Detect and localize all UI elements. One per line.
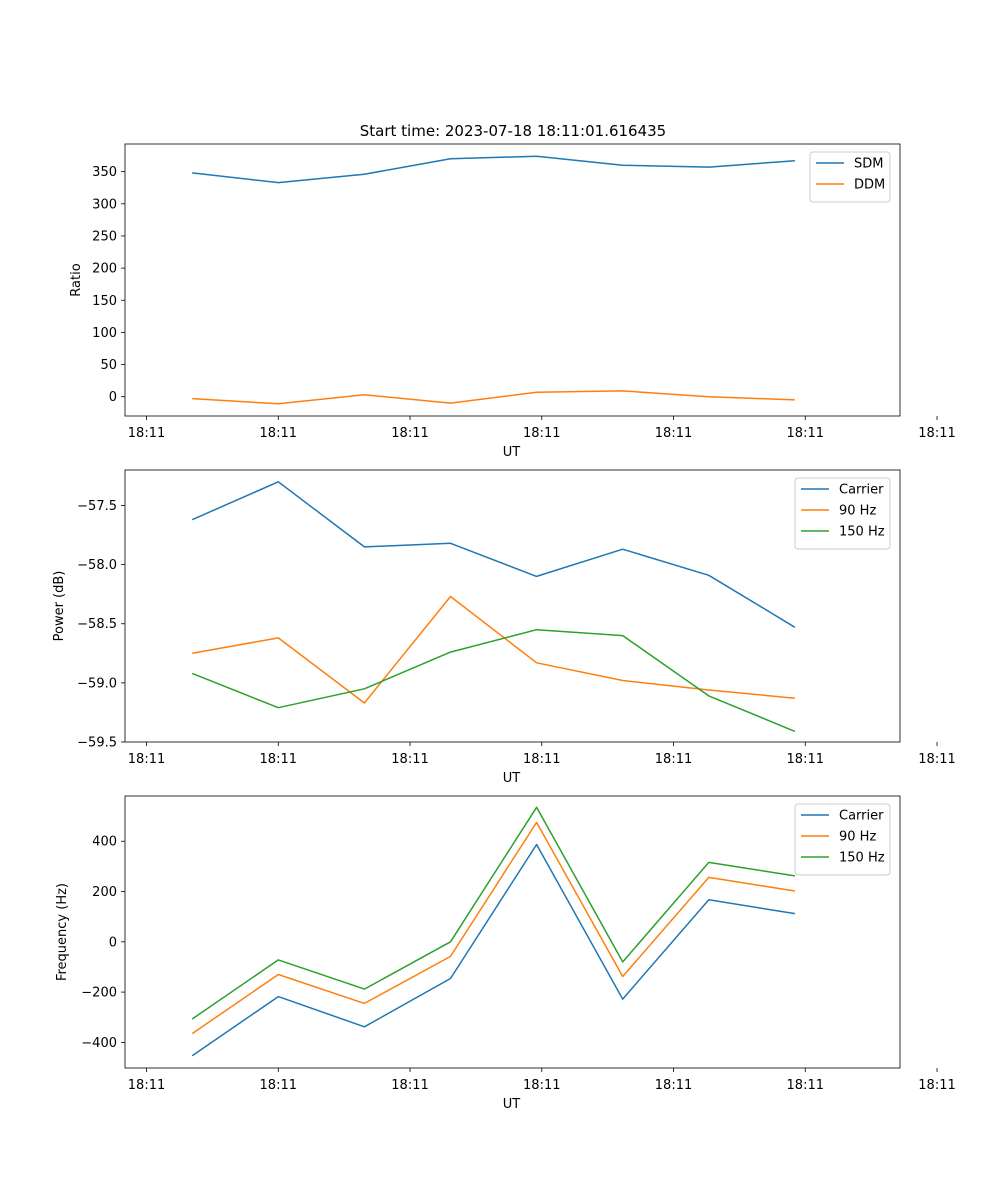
figure-title: Start time: 2023-07-18 18:11:01.616435 <box>360 122 666 140</box>
chart-1-legend: Carrier 90 Hz 150 Hz <box>794 477 891 550</box>
chart-1-ytick-label: −59.5 <box>77 736 117 751</box>
chart-0-series-sdm <box>192 155 795 184</box>
chart-1-legend-label: Carrier <box>839 483 884 498</box>
chart-2-xtick-label: 18:11 <box>391 1078 428 1093</box>
chart-2-xtick-label: 18:11 <box>128 1078 165 1093</box>
chart-1-legend-label: 150 Hz <box>839 525 885 540</box>
chart-2-ytick-label: 0 <box>109 935 117 950</box>
chart-1-xtick-label: 18:11 <box>918 752 955 767</box>
chart-2-xlabel: UT <box>503 1097 521 1112</box>
chart-1-xtick-label: 18:11 <box>523 752 560 767</box>
chart-1-xtick-label: 18:11 <box>260 752 297 767</box>
chart-1-xtick-label: 18:11 <box>787 752 824 767</box>
chart-0-axes-frame <box>124 143 901 417</box>
chart-0-legend-label: SDM <box>854 157 883 172</box>
chart-0-xtick-label: 18:11 <box>918 426 955 441</box>
chart-0-xtick-label: 18:11 <box>523 426 560 441</box>
chart-2-xtick-label: 18:11 <box>787 1078 824 1093</box>
chart-0-xtick-label: 18:11 <box>128 426 165 441</box>
chart-0-xtick-label: 18:11 <box>391 426 428 441</box>
chart-2-xtick-label: 18:11 <box>655 1078 692 1093</box>
chart-1-ytick-label: −58.0 <box>77 558 117 573</box>
chart-0-xtick-label: 18:11 <box>787 426 824 441</box>
chart-0-ytick-label: 100 <box>92 326 117 341</box>
chart-1-series-90-hz <box>192 595 795 704</box>
chart-2-axes-frame <box>124 795 901 1069</box>
chart-1-xlabel: UT <box>503 771 521 786</box>
chart-1-ylabel: Power (dB) <box>52 571 67 642</box>
chart-0-legend-box <box>809 151 891 203</box>
chart-2-series-150-hz <box>191 806 796 1020</box>
chart-0-ytick-label: 350 <box>92 165 117 180</box>
chart-2-legend-label: 90 Hz <box>839 830 876 845</box>
chart-1-series-150-hz <box>191 628 796 733</box>
chart-2-series-90-hz <box>191 821 796 1035</box>
chart-0-ytick-label: 250 <box>92 229 117 244</box>
chart-2-legend-label: 150 Hz <box>839 851 885 866</box>
chart-0-ytick-label: 50 <box>100 358 117 373</box>
power-panel: 18:11 18:11 18:11 18:11 18:11 18:11 18:11 −59.5… <box>52 469 956 786</box>
chart-2-ytick-label: −400 <box>81 1036 117 1051</box>
chart-2-series-carrier <box>191 843 796 1057</box>
chart-2-xtick-label: 18:11 <box>523 1078 560 1093</box>
chart-1-xtick-label: 18:11 <box>655 752 692 767</box>
chart-2-xtick-label: 18:11 <box>260 1078 297 1093</box>
chart-1-ytick-label: −59.0 <box>77 676 117 691</box>
chart-1-legend-label: 90 Hz <box>839 504 876 519</box>
chart-2-ylabel: Frequency (Hz) <box>55 883 70 981</box>
ratio-panel: 18:11 18:11 18:11 18:11 18:11 18:11 18:11 0 50 10… <box>69 143 956 460</box>
chart-0-ytick-label: 200 <box>92 262 117 277</box>
chart-2-legend: Carrier 90 Hz 150 Hz <box>794 803 891 876</box>
chart-2-ytick-label: −200 <box>81 986 117 1001</box>
chart-0-legend: SDM DDM <box>809 151 891 203</box>
chart-0-series-ddm <box>192 390 795 405</box>
chart-0-ytick-label: 0 <box>109 390 117 405</box>
chart-0-ylabel: Ratio <box>69 263 84 296</box>
chart-1-ytick-label: −58.5 <box>77 617 117 632</box>
chart-2-legend-label: Carrier <box>839 809 884 824</box>
chart-0-xtick-label: 18:11 <box>260 426 297 441</box>
chart-0-ytick-label: 150 <box>92 294 117 309</box>
chart-2-ytick-label: 200 <box>92 885 117 900</box>
chart-1-xtick-label: 18:11 <box>391 752 428 767</box>
chart-1-series-carrier <box>191 481 796 628</box>
frequency-panel: 18:11 18:11 18:11 18:11 18:11 18:11 18:11 −400 −… <box>55 795 956 1112</box>
chart-1-ytick-label: −57.5 <box>77 499 117 514</box>
chart-2-xtick-label: 18:11 <box>918 1078 955 1093</box>
chart-2-ytick-label: 400 <box>92 835 117 850</box>
chart-0-xlabel: UT <box>503 445 521 460</box>
chart-0-ytick-label: 300 <box>92 197 117 212</box>
chart-1-xtick-label: 18:11 <box>128 752 165 767</box>
chart-0-xtick-label: 18:11 <box>655 426 692 441</box>
chart-1-axes-frame <box>124 469 901 743</box>
chart-0-legend-label: DDM <box>854 178 885 193</box>
